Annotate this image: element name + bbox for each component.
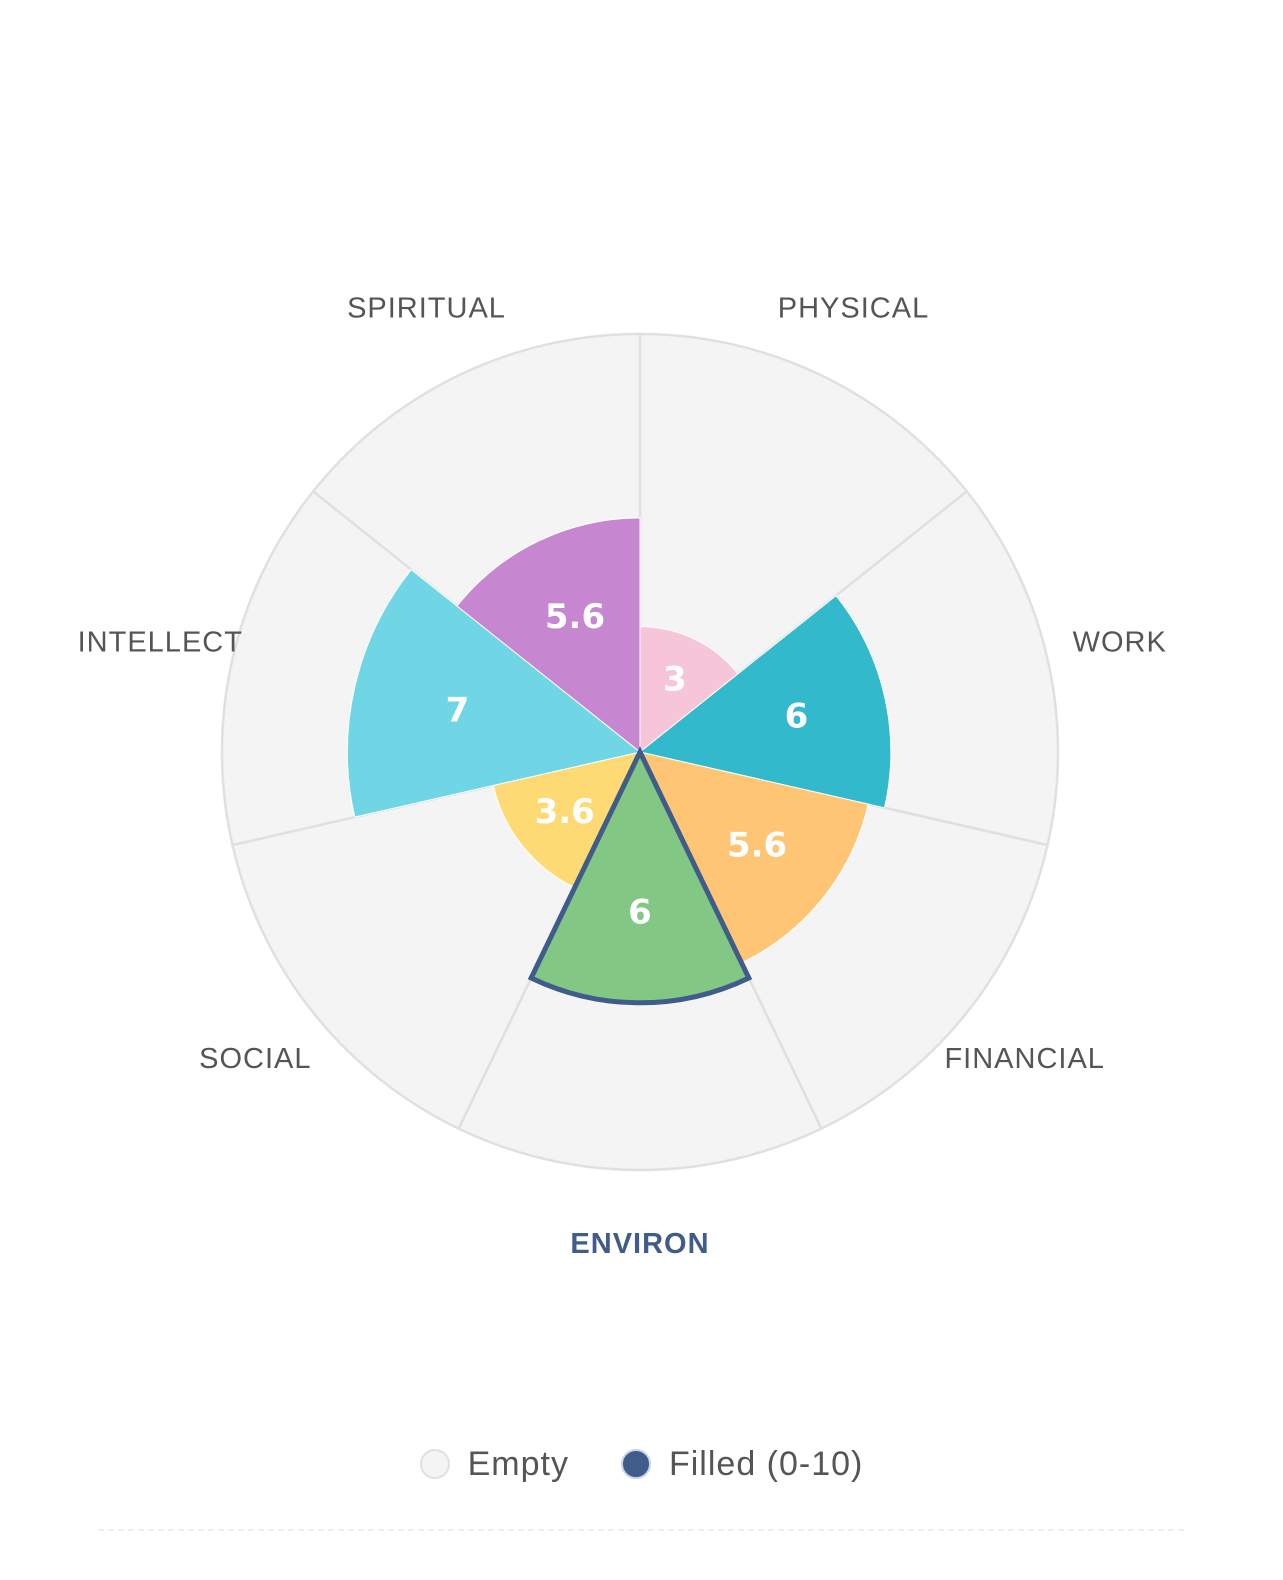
selected-sector-outline [527, 746, 753, 1006]
selection-outline-layer [527, 746, 753, 1006]
legend-swatch-empty [419, 1449, 450, 1479]
value-label-physical: 3 [663, 660, 687, 700]
legend-label-filled: Filled (0-10) [668, 1444, 864, 1483]
value-label-intellect: 7 [446, 690, 470, 730]
legend-item-filled[interactable]: Filled (0-10) [620, 1444, 864, 1484]
value-label-spiritual: 5.6 [545, 597, 605, 637]
value-label-layer: 3 6 5.6 6 3.6 7 5.6 [446, 597, 809, 933]
category-label-work[interactable]: WORK [1073, 627, 1167, 659]
empty-sector-physical[interactable] [638, 332, 969, 755]
filled-sector-layer [346, 517, 892, 1004]
value-label-financial: 5.6 [727, 825, 787, 865]
category-label-financial[interactable]: FINANCIAL [944, 1043, 1104, 1075]
legend-label-empty: Empty [467, 1444, 569, 1483]
category-label-layer: PHYSICAL WORK FINANCIAL ENVIRON SOCIAL INTELL… [78, 293, 1167, 1260]
value-label-environ: 6 [628, 893, 652, 933]
bottom-divider [98, 1529, 1184, 1531]
category-label-physical[interactable]: PHYSICAL [778, 293, 929, 325]
filled-sector-spiritual[interactable] [456, 517, 641, 754]
polar-area-chart: 3 6 5.6 6 3.6 7 5.6 PHYSICAL WORK FINANCIAL ENVIR… [78, 293, 1167, 1260]
category-label-spiritual[interactable]: SPIRITUAL [347, 293, 506, 325]
filled-sector-physical[interactable] [639, 626, 739, 754]
legend-swatch-filled [620, 1449, 651, 1479]
category-label-intellect[interactable]: INTELLECT [78, 627, 243, 659]
value-label-social: 3.6 [535, 792, 595, 832]
chart-legend: Empty Filled (0-10) [0, 1440, 1283, 1488]
filled-sector-intellect[interactable] [346, 568, 642, 818]
value-label-work: 6 [785, 696, 809, 736]
category-label-environ[interactable]: ENVIRON [570, 1228, 709, 1260]
filled-sector-work[interactable] [638, 594, 892, 809]
filled-sector-financial[interactable] [639, 751, 869, 964]
filled-sector-social[interactable] [492, 751, 641, 889]
category-label-social[interactable]: SOCIAL [199, 1043, 311, 1075]
legend-item-empty[interactable]: Empty [419, 1444, 569, 1484]
